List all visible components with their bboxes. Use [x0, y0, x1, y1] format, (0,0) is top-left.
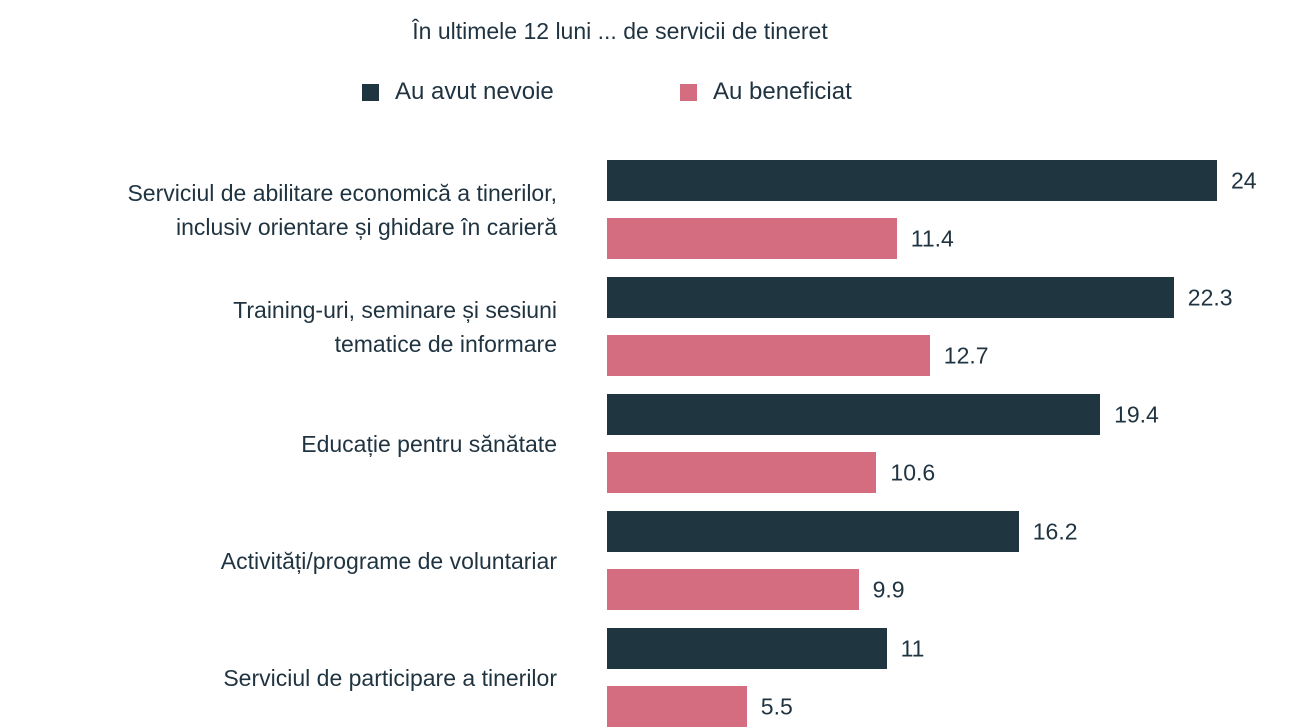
bar	[607, 569, 859, 610]
bar	[607, 628, 887, 669]
legend-label: Au avut nevoie	[395, 78, 554, 105]
category-label: Serviciul de abilitare economică a tiner…	[127, 179, 557, 240]
bar	[607, 218, 897, 259]
legend-swatch	[680, 84, 697, 101]
legend-swatch	[362, 84, 379, 101]
bar	[607, 511, 1019, 552]
bar	[607, 452, 877, 493]
bar	[607, 394, 1101, 435]
category-label: Educație pentru sănătate	[301, 430, 557, 457]
category-label: Serviciul de participare a tinerilor	[223, 664, 557, 691]
value-label: 10.6	[890, 459, 936, 485]
value-label: 11	[900, 635, 925, 661]
legend-label: Au beneficiat	[713, 78, 852, 105]
category-label: Training-uri, seminare și sesiuni temati…	[233, 296, 557, 357]
value-label: 11.4	[910, 225, 954, 251]
bar	[607, 686, 747, 727]
value-label: 5.5	[760, 693, 793, 719]
chart-title: În ultimele 12 luni ... de servicii de t…	[412, 18, 828, 44]
category-label: Activități/programe de voluntariar	[220, 547, 557, 574]
value-label: 22.3	[1187, 284, 1233, 310]
value-label: 12.7	[943, 342, 989, 368]
value-label: 16.2	[1032, 518, 1078, 544]
value-label: 19.4	[1114, 401, 1159, 427]
bar	[607, 160, 1217, 201]
value-label: 9.9	[872, 576, 905, 602]
value-label: 24	[1231, 167, 1257, 193]
bar	[607, 277, 1174, 318]
bar	[607, 335, 930, 376]
